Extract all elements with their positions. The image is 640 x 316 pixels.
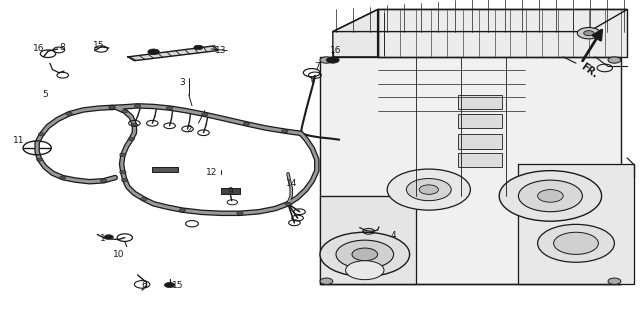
Circle shape [320, 278, 333, 284]
Text: 12: 12 [205, 168, 217, 177]
Circle shape [320, 232, 410, 276]
Polygon shape [518, 164, 634, 284]
Text: FR.: FR. [579, 62, 599, 80]
Bar [221, 188, 240, 194]
Circle shape [104, 235, 113, 239]
Circle shape [109, 106, 115, 109]
Text: 14: 14 [285, 179, 297, 188]
Circle shape [122, 179, 128, 182]
Text: 2: 2 [186, 125, 191, 134]
Text: 13: 13 [215, 46, 227, 55]
Circle shape [336, 240, 394, 269]
Circle shape [66, 112, 72, 115]
Circle shape [608, 57, 621, 63]
Circle shape [237, 212, 243, 215]
Circle shape [326, 57, 339, 63]
Circle shape [352, 248, 378, 261]
Polygon shape [128, 46, 218, 61]
Circle shape [100, 179, 107, 182]
Circle shape [36, 158, 43, 161]
Circle shape [608, 278, 621, 284]
Bar [458, 153, 502, 167]
Bar [458, 114, 502, 128]
Circle shape [320, 57, 333, 63]
Circle shape [131, 123, 138, 126]
Text: 6: 6 [141, 282, 147, 290]
Circle shape [120, 171, 126, 174]
Circle shape [109, 106, 115, 109]
Circle shape [202, 113, 208, 116]
Circle shape [164, 283, 175, 288]
Circle shape [419, 185, 438, 194]
Text: 9: 9 [228, 187, 233, 196]
Circle shape [282, 130, 288, 133]
Bar [152, 167, 178, 172]
Polygon shape [320, 196, 416, 284]
Text: 5: 5 [42, 90, 47, 99]
Bar [458, 95, 502, 109]
Circle shape [128, 137, 134, 141]
Circle shape [38, 133, 45, 136]
Circle shape [285, 202, 291, 205]
Text: 3: 3 [180, 78, 185, 87]
Circle shape [134, 104, 141, 107]
Text: 7: 7 [314, 62, 319, 71]
Polygon shape [378, 9, 627, 57]
Circle shape [60, 176, 66, 179]
Circle shape [141, 198, 147, 201]
Circle shape [584, 31, 594, 36]
Circle shape [538, 224, 614, 262]
Text: 1: 1 [100, 234, 105, 243]
Text: 10: 10 [113, 250, 124, 259]
Bar [458, 134, 502, 149]
Text: 15: 15 [93, 41, 105, 50]
Circle shape [406, 179, 451, 201]
Circle shape [499, 171, 602, 221]
Circle shape [122, 110, 128, 113]
Text: 11: 11 [13, 136, 25, 145]
Text: 4: 4 [391, 231, 396, 240]
Circle shape [518, 180, 582, 212]
Polygon shape [320, 57, 621, 284]
Text: 16: 16 [33, 45, 44, 53]
Circle shape [179, 209, 186, 212]
Circle shape [538, 190, 563, 202]
Text: 16: 16 [330, 46, 342, 55]
Circle shape [166, 106, 173, 110]
Polygon shape [333, 9, 627, 32]
Circle shape [120, 153, 126, 156]
Circle shape [194, 45, 203, 50]
Circle shape [387, 169, 470, 210]
Circle shape [554, 232, 598, 254]
Circle shape [577, 27, 600, 39]
Circle shape [148, 49, 159, 55]
Polygon shape [333, 9, 378, 57]
Circle shape [243, 122, 250, 125]
Circle shape [346, 261, 384, 280]
Text: 8: 8 [60, 43, 65, 52]
Text: 15: 15 [172, 282, 184, 290]
